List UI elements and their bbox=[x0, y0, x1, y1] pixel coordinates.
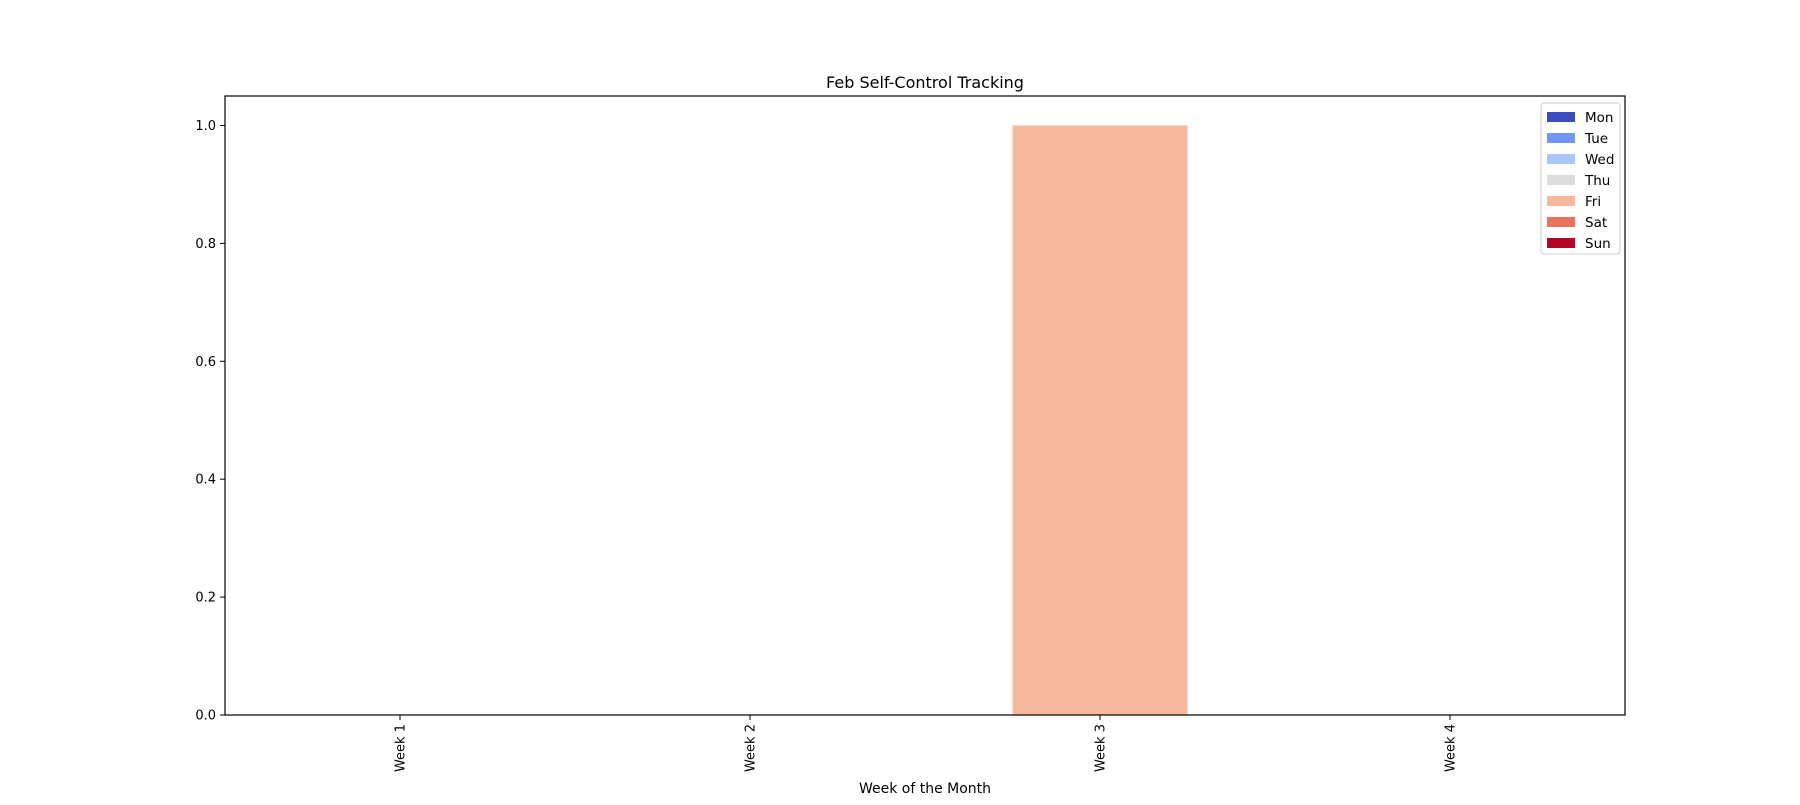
legend-label-thu: Thu bbox=[1584, 173, 1610, 189]
x-tick-label: Week 1 bbox=[394, 724, 409, 772]
y-tick-label: 0.8 bbox=[195, 237, 216, 252]
x-tick-label: Week 4 bbox=[1444, 724, 1459, 772]
legend-swatch-wed bbox=[1547, 154, 1575, 164]
x-tick-label: Week 3 bbox=[1094, 724, 1109, 772]
y-axis: 0.0 0.2 0.4 0.6 0.8 1.0 bbox=[195, 119, 225, 724]
legend-swatch-thu bbox=[1547, 175, 1575, 185]
legend-label-sat: Sat bbox=[1585, 215, 1607, 231]
legend-swatch-sat bbox=[1547, 217, 1575, 227]
legend-swatch-tue bbox=[1547, 133, 1575, 143]
legend-label-tue: Tue bbox=[1584, 131, 1608, 147]
x-tick-label: Week 2 bbox=[744, 724, 759, 772]
y-tick-label: 1.0 bbox=[195, 119, 216, 134]
legend-label-sun: Sun bbox=[1585, 236, 1611, 252]
x-axis-label: Week of the Month bbox=[859, 781, 991, 797]
chart-title: Feb Self-Control Tracking bbox=[826, 73, 1024, 92]
y-tick-label: 0.6 bbox=[195, 355, 216, 370]
legend: Mon Tue Wed Thu Fri Sat Sun bbox=[1540, 102, 1621, 255]
plot-area-frame bbox=[224, 95, 1626, 716]
y-tick-label: 0.0 bbox=[195, 709, 216, 724]
y-tick-label: 0.4 bbox=[195, 473, 216, 488]
legend-label-wed: Wed bbox=[1585, 152, 1614, 168]
legend-swatch-sun bbox=[1547, 238, 1575, 248]
legend-swatch-mon bbox=[1547, 112, 1575, 122]
x-axis: Week 1 Week 2 Week 3 Week 4 bbox=[394, 715, 1459, 772]
legend-label-mon: Mon bbox=[1585, 110, 1613, 126]
bar-fri-week-3 bbox=[1012, 125, 1188, 715]
legend-swatch-fri bbox=[1547, 196, 1575, 206]
y-tick-label: 0.2 bbox=[195, 591, 216, 606]
legend-label-fri: Fri bbox=[1585, 194, 1601, 210]
bar-layer bbox=[1012, 125, 1188, 715]
